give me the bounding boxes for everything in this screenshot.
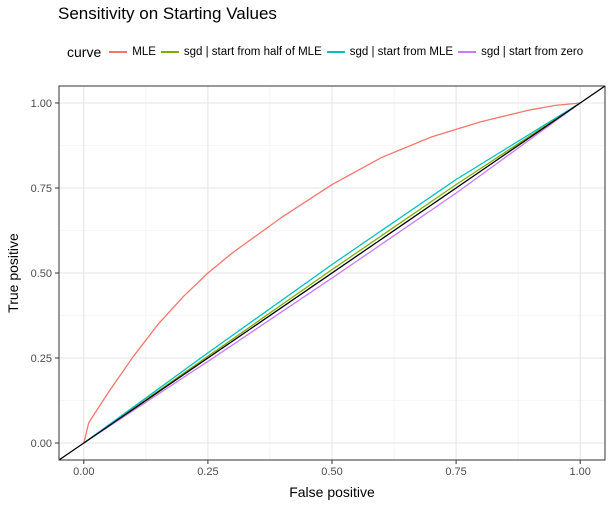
y-tick-label: 1.00 <box>31 98 52 110</box>
x-tick-label: 1.00 <box>569 466 590 478</box>
x-tick-label: 0.75 <box>445 466 466 478</box>
series-lines <box>83 102 581 444</box>
series-line-2 <box>83 102 581 444</box>
y-tick-label: 0.50 <box>31 268 52 280</box>
y-tick-label: 0.75 <box>31 183 52 195</box>
legend-key-half-mle <box>160 51 179 53</box>
legend-label-half-mle: sgd | start from half of MLE <box>183 46 322 58</box>
x-tick-label: 0.00 <box>73 466 94 478</box>
series-line-3 <box>83 102 581 444</box>
legend-item-mle: MLE <box>109 46 156 58</box>
y-tick-label: 0.25 <box>31 353 52 365</box>
legend-key-from-mle <box>326 51 345 53</box>
series-line-0 <box>83 102 581 444</box>
y-tick-label: 0.00 <box>31 438 52 450</box>
legend-item-from-mle: sgd | start from MLE <box>326 46 454 58</box>
legend-title: curve <box>67 44 102 60</box>
legend-item-half-mle: sgd | start from half of MLE <box>160 46 322 58</box>
reference-line-layer <box>58 85 606 461</box>
legend-label-from-mle: sgd | start from MLE <box>349 46 454 58</box>
reference-diagonal-line <box>58 85 606 461</box>
legend: curve MLE sgd | start from half of MLE s… <box>67 43 588 61</box>
series-line-1 <box>83 102 581 444</box>
x-tick-label: 0.50 <box>321 466 342 478</box>
x-tick-label: 0.25 <box>197 466 218 478</box>
chart-title: Sensitivity on Starting Values <box>58 4 277 23</box>
legend-key-from-zero <box>458 51 477 53</box>
axes: 0.00 0.25 0.50 0.75 1.00 0.00 0.25 0.50 0.75 1.00 <box>31 98 591 478</box>
legend-label-mle: MLE <box>132 46 156 58</box>
legend-key-mle <box>109 51 128 53</box>
legend-label-from-zero: sgd | start from zero <box>481 46 584 58</box>
legend-item-from-zero: sgd | start from zero <box>458 46 583 58</box>
x-axis-label: False positive <box>289 484 375 500</box>
y-axis-label: True positive <box>5 233 21 313</box>
